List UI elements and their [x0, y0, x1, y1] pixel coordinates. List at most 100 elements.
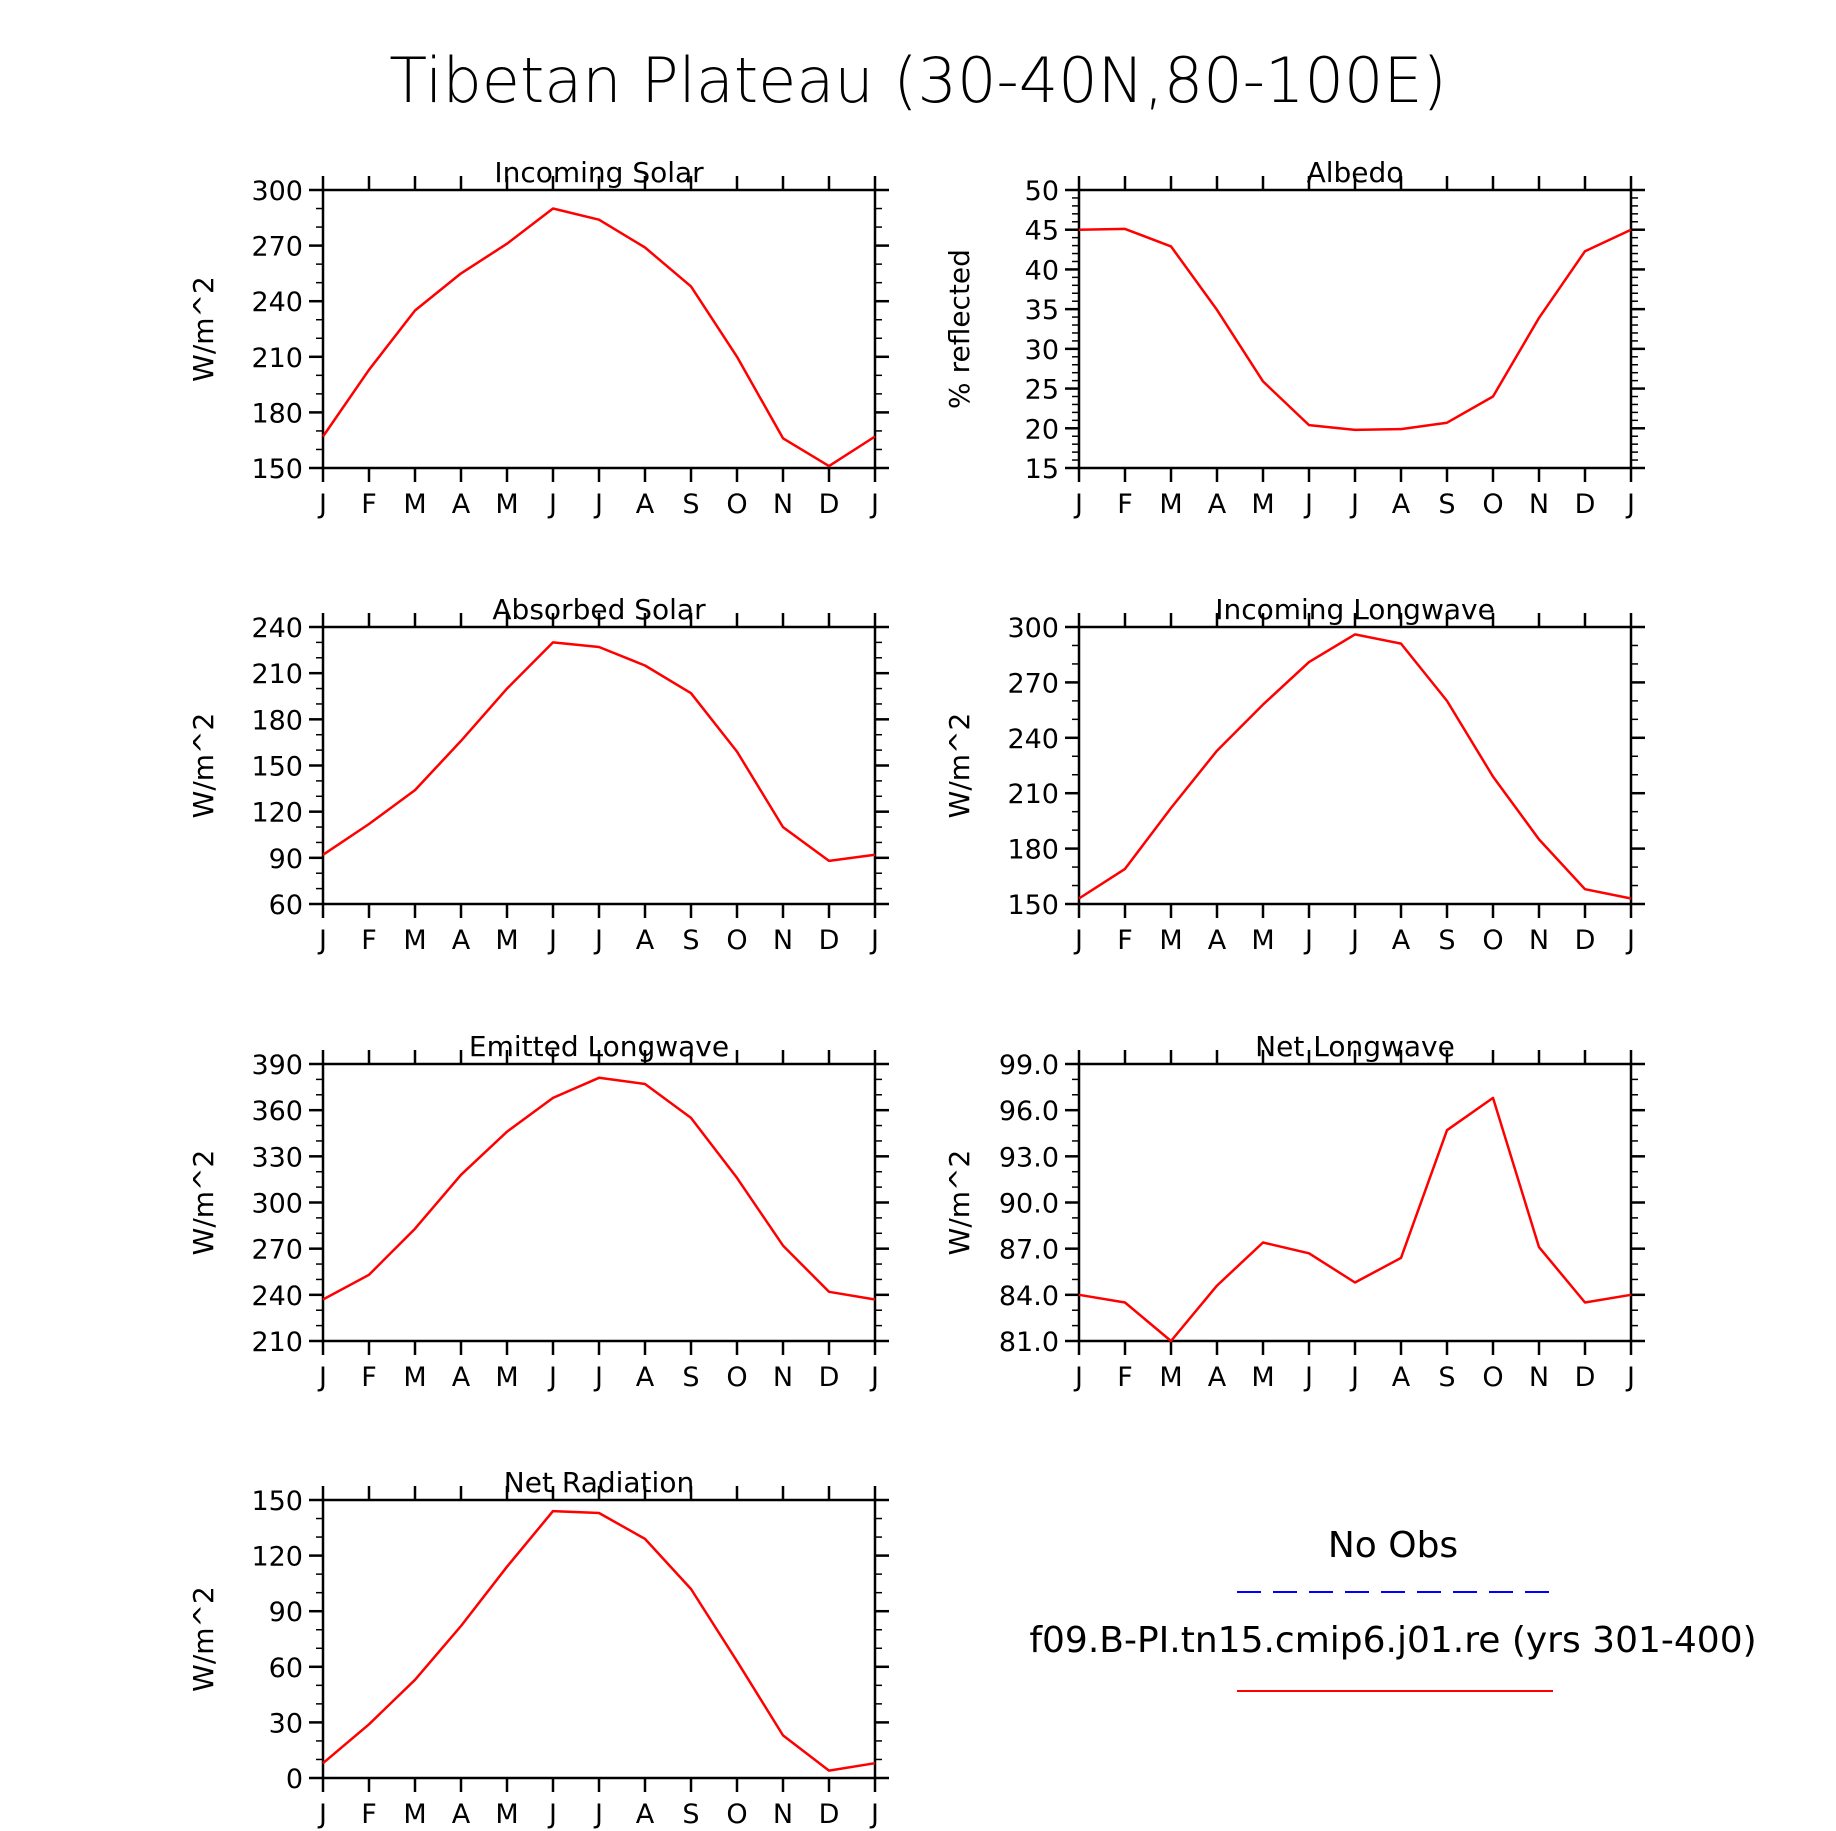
x-tick-label: S [1438, 925, 1455, 956]
x-tick-label: D [819, 1799, 840, 1830]
x-tick-label: J [593, 1799, 603, 1830]
x-tick-label: D [1575, 489, 1596, 520]
y-tick-label: 81.0 [999, 1327, 1059, 1358]
y-tick-label: 390 [251, 1050, 303, 1081]
x-tick-label: A [452, 925, 471, 956]
y-axis-label: W/m^2 [187, 1150, 220, 1256]
series-line [1078, 633, 1632, 900]
y-tick-label: 87.0 [999, 1235, 1059, 1266]
x-tick-label: J [317, 1799, 327, 1830]
x-tick-label: N [1529, 925, 1549, 956]
x-tick-label: O [726, 489, 747, 520]
y-axis-label: W/m^2 [187, 713, 220, 819]
x-tick-label: N [773, 1362, 793, 1393]
x-tick-label: A [636, 489, 655, 520]
x-tick-label: A [636, 1362, 655, 1393]
y-tick-label: 360 [251, 1096, 303, 1127]
y-tick-label: 210 [1007, 779, 1059, 810]
x-tick-label: J [547, 925, 557, 956]
legend-model-label: f09.B-PI.tn15.cmip6.j01.re (yrs 301-400) [1029, 1620, 1756, 1661]
x-tick-label: M [1159, 1362, 1182, 1393]
y-tick-label: 270 [1007, 668, 1059, 699]
x-tick-label: A [1208, 489, 1227, 520]
y-tick-label: 90 [269, 1597, 303, 1628]
x-tick-label: A [452, 1799, 471, 1830]
x-tick-label: J [1073, 925, 1083, 956]
x-tick-label: F [1117, 1362, 1133, 1393]
y-tick-label: 40 [1025, 255, 1059, 286]
x-tick-label: J [547, 1362, 557, 1393]
panel-frame [1077, 188, 1633, 470]
x-tick-label: F [361, 489, 377, 520]
x-tick-label: A [1208, 1362, 1227, 1393]
y-tick-label: 90.0 [999, 1189, 1059, 1220]
x-tick-label: S [682, 925, 699, 956]
y-axis-label: % reflected [943, 249, 976, 409]
x-tick-label: M [1251, 1362, 1274, 1393]
series-line [1078, 1096, 1632, 1343]
x-tick-label: M [495, 1362, 518, 1393]
y-tick-label: 50 [1025, 176, 1059, 207]
x-tick-label: J [317, 1362, 327, 1393]
figure-title: Tibetan Plateau (30-40N,80-100E) [389, 44, 1446, 117]
y-tick-label: 150 [251, 752, 303, 783]
x-tick-label: J [1625, 1362, 1635, 1393]
x-tick-label: N [1529, 1362, 1549, 1393]
series-line [321, 207, 876, 468]
x-tick-label: J [869, 925, 879, 956]
x-tick-label: A [636, 925, 655, 956]
panel-frame [1077, 1062, 1633, 1343]
x-tick-label: J [1349, 1362, 1359, 1393]
x-tick-label: O [726, 1362, 747, 1393]
x-tick-label: M [403, 1799, 426, 1830]
x-tick-label: S [1438, 489, 1455, 520]
x-tick-label: N [773, 489, 793, 520]
x-tick-label: F [1117, 925, 1133, 956]
y-tick-label: 45 [1025, 216, 1059, 247]
y-tick-label: 90 [269, 844, 303, 875]
y-tick-label: 180 [1007, 835, 1059, 866]
y-axis-label: W/m^2 [943, 1150, 976, 1256]
y-tick-label: 60 [269, 890, 303, 921]
x-tick-label: N [1529, 489, 1549, 520]
x-tick-label: J [1625, 489, 1635, 520]
y-tick-label: 150 [1007, 890, 1059, 921]
x-tick-label: D [819, 1362, 840, 1393]
y-tick-label: 180 [251, 398, 303, 429]
x-tick-label: M [403, 1362, 426, 1393]
x-tick-label: O [726, 925, 747, 956]
x-tick-label: A [452, 1362, 471, 1393]
panel-frame [321, 1498, 877, 1780]
y-tick-label: 96.0 [999, 1096, 1059, 1127]
x-tick-label: S [682, 489, 699, 520]
x-tick-label: J [1625, 925, 1635, 956]
x-tick-label: M [1251, 925, 1274, 956]
y-tick-label: 93.0 [999, 1142, 1059, 1173]
x-tick-label: S [682, 1799, 699, 1830]
x-tick-label: M [1159, 925, 1182, 956]
y-tick-label: 30 [1025, 335, 1059, 366]
x-tick-label: F [361, 1362, 377, 1393]
series-line [322, 1076, 876, 1301]
y-axis-label: W/m^2 [943, 713, 976, 819]
x-tick-label: O [1482, 925, 1503, 956]
y-tick-label: 150 [251, 1486, 303, 1517]
x-tick-label: D [1575, 925, 1596, 956]
x-tick-label: J [317, 925, 327, 956]
x-tick-label: M [1159, 489, 1182, 520]
x-tick-label: D [1575, 1362, 1596, 1393]
x-tick-label: J [1303, 1362, 1313, 1393]
x-tick-label: J [547, 1799, 557, 1830]
y-tick-label: 35 [1025, 295, 1059, 326]
legend-obs-label: No Obs [1328, 1525, 1458, 1566]
x-tick-label: J [869, 489, 879, 520]
x-tick-label: O [1482, 489, 1503, 520]
series-line [322, 641, 876, 863]
x-tick-label: M [1251, 489, 1274, 520]
x-tick-label: J [1073, 489, 1083, 520]
